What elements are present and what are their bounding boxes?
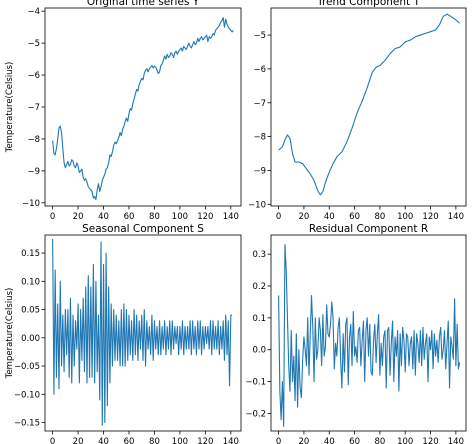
trend-axes-frame: [270, 7, 467, 207]
seasonal-y-axis-label: Temperature(Celsius): [5, 288, 15, 380]
original-y-tick-label: −8: [27, 135, 40, 145]
original-title: Original time series Y: [87, 0, 200, 8]
seasonal-x-tick-label: 80: [149, 437, 160, 444]
trend-x-tick-label: 120: [422, 212, 438, 222]
seasonal-x-tick-label: 140: [223, 437, 239, 444]
seasonal-y-tick-label: 0.15: [21, 249, 40, 259]
seasonal-axes-frame: [44, 234, 242, 432]
original-x-tick-label: 20: [73, 212, 84, 222]
original-y-axis-label: Temperature(Celsius): [5, 62, 15, 154]
residual-y-tick-label: 0.3: [252, 250, 266, 260]
seasonal-y-tick-label: 0.10: [21, 277, 40, 287]
residual-y-tick-label: −0.2: [245, 409, 266, 419]
residual-x-tick-label: 120: [422, 437, 438, 444]
residual-axes-frame: [270, 234, 467, 432]
residual-series-line: [278, 244, 461, 427]
trend-x-tick-label: 60: [349, 212, 360, 222]
trend-title: Trend Component T: [316, 0, 420, 8]
trend-y-tick-label: −7: [253, 99, 266, 109]
residual-x-tick-label: 40: [324, 437, 335, 444]
residual-y-tick-label: 0.2: [252, 282, 266, 292]
trend-y-tick-label: −10: [248, 200, 266, 210]
original-y-tick-label: −9: [27, 167, 40, 177]
residual-x-tick-label: 60: [349, 437, 360, 444]
original-x-tick-label: 100: [172, 212, 188, 222]
original-x-tick-label: 80: [149, 212, 160, 222]
seasonal-x-tick-label: 40: [98, 437, 109, 444]
seasonal-y-tick-label: 0.05: [21, 306, 40, 316]
residual-y-tick-label: −0.1: [245, 378, 266, 388]
trend-x-tick-label: 0: [276, 212, 281, 222]
residual-y-tick-label: 0.1: [252, 314, 266, 324]
seasonal-x-tick-label: 60: [124, 437, 135, 444]
seasonal-y-tick-label: −0.05: [14, 362, 40, 372]
residual-x-tick-label: 100: [397, 437, 413, 444]
original-y-tick-label: −5: [27, 39, 40, 49]
original-y-tick-label: −6: [27, 71, 40, 81]
trend-x-tick-label: 80: [374, 212, 385, 222]
seasonal-x-tick-label: 20: [73, 437, 84, 444]
seasonal-series-line: [52, 238, 233, 426]
original-y-tick-label: −10: [22, 199, 40, 209]
seasonal-x-tick-label: 0: [50, 437, 55, 444]
seasonal-title: Seasonal Component S: [82, 223, 204, 235]
seasonal-y-tick-label: −0.15: [14, 419, 40, 429]
trend-x-tick-label: 40: [324, 212, 335, 222]
residual-x-tick-label: 80: [374, 437, 385, 444]
original-y-tick-label: −4: [27, 7, 40, 17]
trend-y-tick-label: −6: [253, 65, 266, 75]
original-x-tick-label: 140: [223, 212, 239, 222]
seasonal-y-tick-label: −0.10: [14, 390, 40, 400]
original-x-tick-label: 40: [98, 212, 109, 222]
original-x-tick-label: 120: [197, 212, 213, 222]
residual-x-tick-label: 0: [276, 437, 281, 444]
trend-x-tick-label: 100: [397, 212, 413, 222]
seasonal-y-tick-label: 0.00: [21, 334, 40, 344]
trend-y-tick-label: −5: [253, 31, 266, 41]
original-x-tick-label: 0: [50, 212, 55, 222]
trend-x-tick-label: 20: [299, 212, 310, 222]
seasonal-x-tick-label: 120: [197, 437, 213, 444]
residual-y-tick-label: 0.0: [252, 346, 266, 356]
original-y-tick-label: −7: [27, 103, 40, 113]
residual-x-tick-label: 20: [299, 437, 310, 444]
residual-title: Residual Component R: [309, 223, 428, 235]
trend-y-tick-label: −8: [253, 133, 266, 143]
original-x-tick-label: 60: [124, 212, 135, 222]
original-series-line: [52, 17, 234, 201]
trend-series-line: [278, 13, 461, 196]
residual-x-tick-label: 140: [448, 437, 464, 444]
trend-y-tick-label: −9: [253, 166, 266, 176]
trend-x-tick-label: 140: [448, 212, 464, 222]
seasonal-x-tick-label: 100: [172, 437, 188, 444]
